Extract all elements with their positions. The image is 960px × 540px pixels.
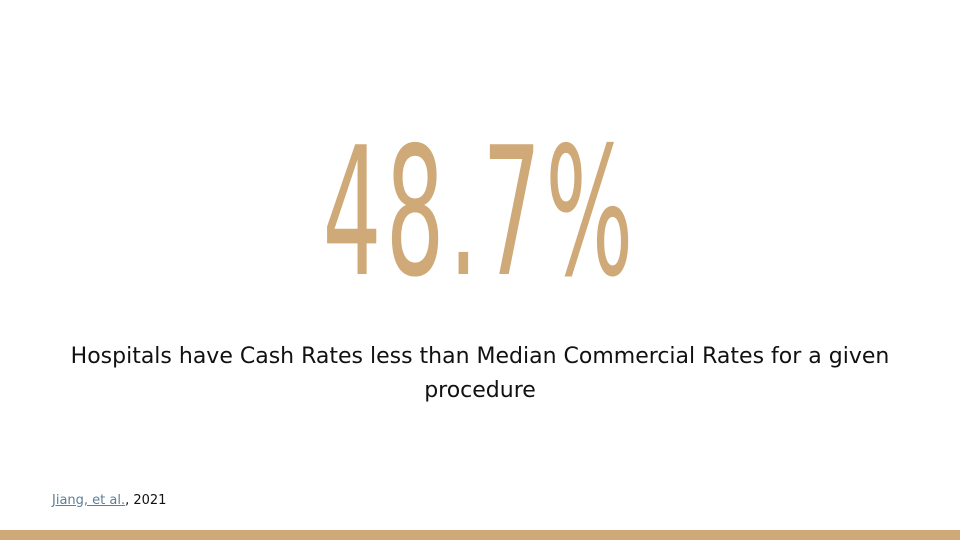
citation-year: , 2021 <box>125 493 167 508</box>
citation-link[interactable]: Jiang, et al. <box>52 493 126 508</box>
statistic-caption: Hospitals have Cash Rates less than Medi… <box>70 344 890 403</box>
citation: Jiang, et al., 2021 <box>52 492 166 510</box>
headline-statistic: 48.7% <box>322 109 638 316</box>
bottom-accent-bar <box>0 530 960 540</box>
